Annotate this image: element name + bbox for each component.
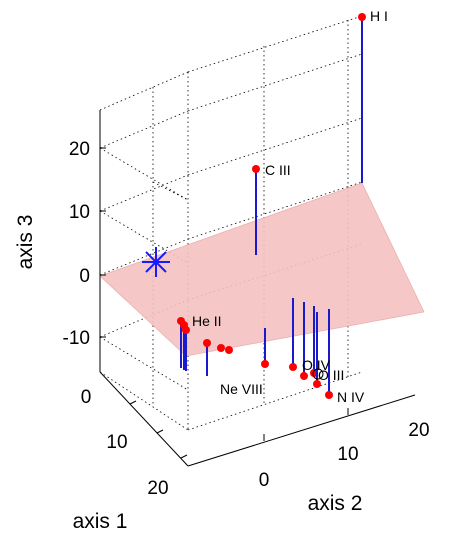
- z-axis-title: axis 3: [14, 215, 37, 270]
- data-point: [217, 344, 225, 352]
- fitted-plane: [99, 182, 425, 357]
- z-tick-10: 10: [69, 202, 90, 223]
- point-label-n-iv: N IV: [337, 389, 365, 405]
- tick-marks: [100, 147, 349, 459]
- point-label-o-iv: O IV: [302, 357, 331, 373]
- x-axis-title: axis 1: [73, 510, 128, 533]
- data-point: [289, 363, 297, 371]
- data-point: [225, 346, 233, 354]
- open-circle-marker: [312, 368, 324, 380]
- star-marker: [142, 247, 170, 277]
- y-tick-0: 0: [259, 470, 270, 491]
- x-tick-20: 20: [147, 478, 168, 499]
- data-point: [358, 13, 366, 21]
- data-point: [252, 165, 260, 173]
- data-marks: [177, 13, 366, 399]
- point-label-o-iii: O III: [318, 367, 344, 383]
- point-label-he-ii: He II: [192, 313, 222, 329]
- point-label-ne-viii: Ne VIII: [220, 381, 263, 397]
- x-tick-0: 0: [81, 387, 92, 408]
- data-point: [261, 360, 269, 368]
- data-point: [203, 339, 211, 347]
- y-tick-20: 20: [408, 420, 429, 441]
- point-label-h-i: H I: [370, 8, 388, 24]
- axes-box: [99, 110, 416, 467]
- point-label-c-iii: C III: [265, 162, 291, 178]
- data-point: [313, 380, 321, 388]
- z-tick-minus-10: -10: [63, 328, 90, 349]
- x-tick-10: 10: [106, 432, 127, 453]
- y-axis-title: axis 2: [308, 492, 363, 515]
- data-point: [325, 391, 333, 399]
- z-tick-0: 0: [79, 266, 90, 287]
- data-point: [182, 326, 190, 334]
- z-tick-20: 20: [69, 139, 90, 160]
- data-point: [300, 372, 308, 380]
- y-tick-10: 10: [337, 444, 358, 465]
